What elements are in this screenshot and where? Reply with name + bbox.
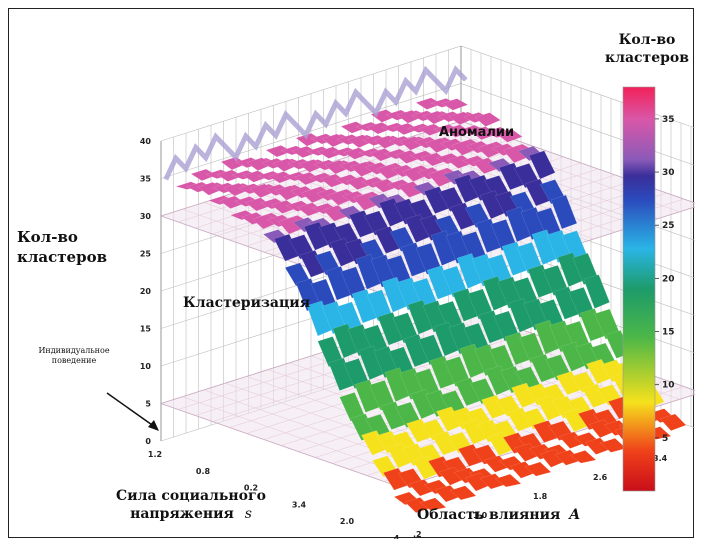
surface-patch: [494, 473, 522, 488]
figure-frame: 40 35 30 25 20 15 10 5 0 1.2 0.8 0.2 3.4 2.0 .4 .2 1.0 1.…: [8, 8, 695, 539]
anomalies-annotation: Аномалии: [439, 125, 515, 140]
x-tick-label: 2.0: [340, 517, 355, 526]
z-tick-label: 10: [140, 362, 152, 371]
surface-patch: [524, 461, 552, 477]
colorbar-tick-label: 25: [662, 221, 675, 231]
y-tick-label: 3.4: [653, 454, 668, 463]
y-axis-symbol: A: [569, 507, 581, 523]
x-tick-label: 0.8: [196, 467, 211, 476]
individual-line2: поведение: [51, 356, 97, 365]
colorbar-gradient: [622, 86, 656, 492]
colorbar-tick-label: 30: [662, 168, 675, 178]
cluster-surface: [163, 65, 687, 513]
surface-patch: [441, 98, 469, 111]
y-tick-label: .2: [413, 530, 422, 539]
surface-plot: 40 35 30 25 20 15 10 5 0 1.2 0.8 0.2 3.4 2.0 .4 .2 1.0 1.…: [106, 45, 695, 539]
z-tick-label: 40: [140, 137, 152, 146]
z-axis-label-text: Кол-во кластеров: [17, 228, 108, 266]
colorbar-title: Кол-во кластеров: [604, 31, 690, 67]
y-tick-label: 1.0: [473, 511, 488, 520]
colorbar-title-line1: Кол-во: [618, 32, 676, 48]
x-axis-symbol: s: [244, 506, 252, 522]
individual-arrowhead: [148, 420, 159, 431]
surface-patch: [583, 274, 610, 309]
y-tick-label: 1.8: [533, 492, 548, 501]
colorbar: 35 30 25 20 15 10 5: [622, 86, 675, 492]
surface-patch: [528, 150, 556, 180]
surface-patch: [550, 194, 578, 230]
z-tick-label: 20: [140, 287, 152, 296]
x-tick-label: 0.2: [244, 484, 258, 493]
x-axis-label-text: Сила социального напряжения: [116, 488, 266, 522]
z-tick-label: 30: [140, 212, 152, 221]
x-axis-label: Сила социального напряжения s: [101, 487, 281, 523]
surface-patch: [474, 112, 501, 127]
x-tick-label: 3.4: [292, 500, 307, 509]
colorbar-tick-label: 10: [662, 381, 675, 391]
individual-line1: Индивидуальное: [38, 346, 110, 355]
z-tick-label: 0: [145, 437, 151, 446]
surface-patch: [659, 413, 687, 431]
y-axis-label: Область влияния A: [417, 507, 580, 523]
colorbar-tick-label: 5: [662, 434, 668, 444]
individual-arrow: [106, 392, 156, 428]
z-tick-label: 15: [140, 325, 152, 334]
y-tick-label: 2.6: [593, 473, 608, 482]
surface-patch: [449, 485, 477, 501]
colorbar-tick-label: 35: [662, 115, 675, 125]
individual-behavior-annotation: Индивидуальное поведение: [15, 346, 133, 366]
axis-ticks: 40 35 30 25 20 15 10 5 0 1.2 0.8 0.2 3.4 2.0 .4 .2 1.0 1.…: [140, 137, 668, 539]
surface-patch: [569, 450, 597, 464]
y-axis-label-text: Область влияния: [417, 507, 561, 523]
surface-patch: [419, 497, 447, 511]
surface-fringe: [163, 65, 468, 181]
surface-patch: [496, 128, 523, 143]
x-tick-label: 1.2: [148, 450, 162, 459]
colorbar-tick-label: 20: [662, 274, 675, 284]
z-tick-label: 35: [140, 175, 152, 184]
z-axis-label: Кол-во кластеров: [17, 227, 135, 267]
x-tick-label: .4: [391, 534, 400, 539]
z-tick-label: 5: [145, 400, 151, 409]
colorbar-tick-label: 15: [662, 328, 675, 338]
clustering-annotation: Кластеризация: [183, 295, 311, 311]
z-tick-label: 25: [140, 250, 152, 259]
colorbar-title-line2: кластеров: [604, 50, 689, 66]
